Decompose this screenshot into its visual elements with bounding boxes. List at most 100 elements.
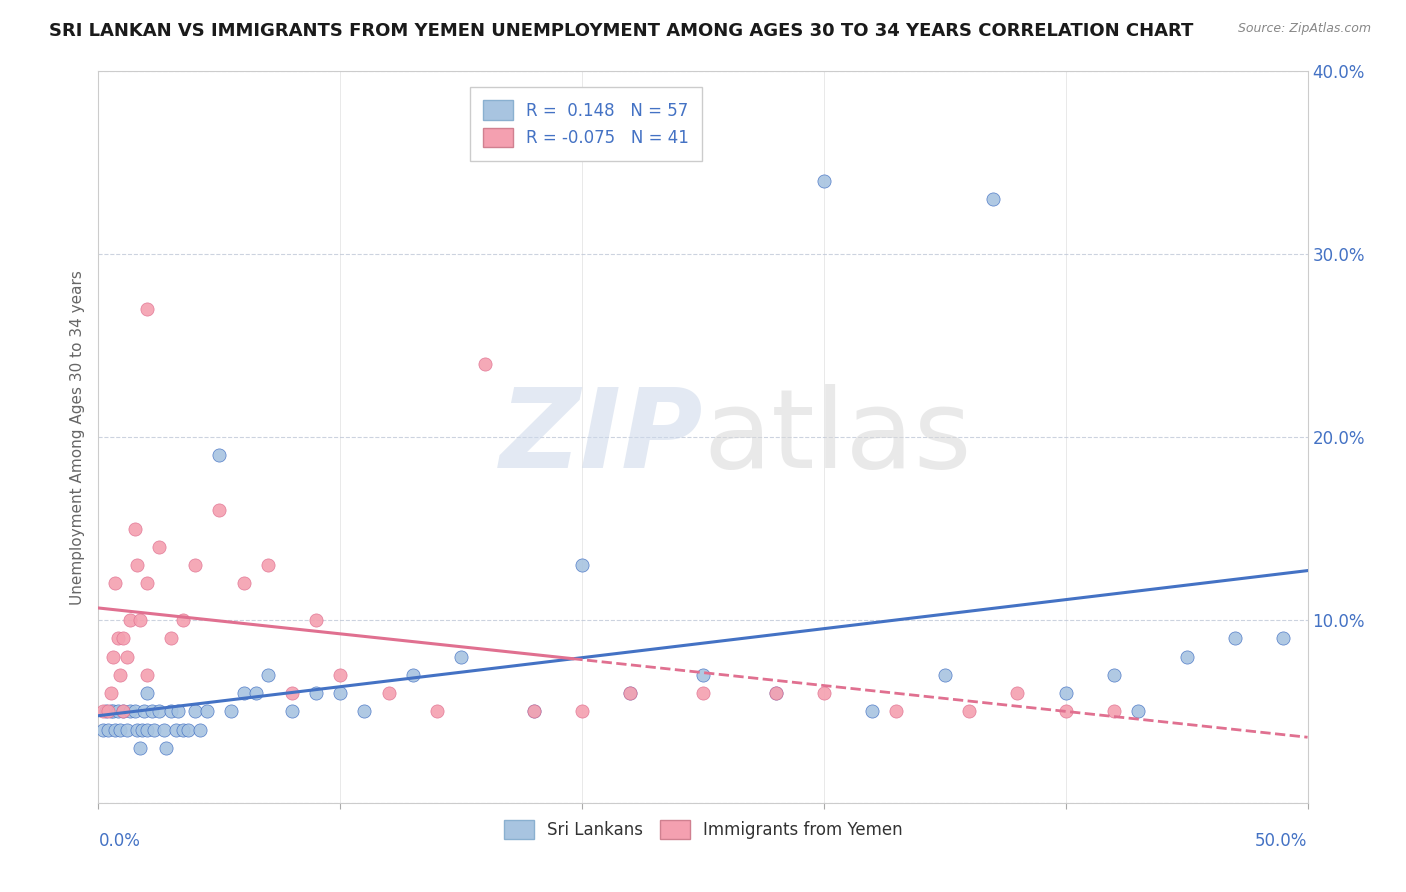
Text: 50.0%: 50.0% <box>1256 832 1308 850</box>
Point <box>100 686 122 700</box>
Point <box>165 723 187 737</box>
Point <box>155 740 177 755</box>
Point <box>111 705 134 719</box>
Point <box>184 558 207 573</box>
Point <box>1102 667 1125 681</box>
Point <box>141 705 163 719</box>
Point <box>135 667 157 681</box>
Point <box>104 576 127 591</box>
Point <box>91 723 114 737</box>
Point <box>571 705 593 719</box>
Point <box>523 705 546 719</box>
Point <box>1102 705 1125 719</box>
Point <box>107 632 129 646</box>
Point <box>97 705 120 719</box>
Point <box>127 723 149 737</box>
Text: atlas: atlas <box>703 384 972 491</box>
Point <box>148 705 170 719</box>
Point <box>124 705 146 719</box>
Point <box>426 705 449 719</box>
Point <box>353 705 375 719</box>
Y-axis label: Unemployment Among Ages 30 to 34 years: Unemployment Among Ages 30 to 34 years <box>69 269 84 605</box>
Point <box>765 686 787 700</box>
Point <box>256 558 278 573</box>
Point <box>860 705 883 719</box>
Point <box>1272 632 1295 646</box>
Point <box>91 705 114 719</box>
Point <box>619 686 641 700</box>
Point <box>184 705 207 719</box>
Point <box>571 558 593 573</box>
Point <box>97 723 120 737</box>
Point <box>131 723 153 737</box>
Point <box>124 521 146 535</box>
Point <box>128 613 150 627</box>
Point <box>117 723 139 737</box>
Point <box>377 686 399 700</box>
Point <box>148 540 170 554</box>
Point <box>232 576 254 591</box>
Point <box>957 705 980 719</box>
Point <box>101 705 124 719</box>
Point <box>813 686 835 700</box>
Point <box>329 667 352 681</box>
Point <box>221 705 243 719</box>
Point <box>256 667 278 681</box>
Point <box>208 503 231 517</box>
Point <box>934 667 956 681</box>
Point <box>329 686 352 700</box>
Point <box>135 686 157 700</box>
Point <box>1007 686 1029 700</box>
Text: 0.0%: 0.0% <box>98 832 141 850</box>
Point <box>813 174 835 188</box>
Point <box>1054 705 1077 719</box>
Point <box>177 723 200 737</box>
Point <box>117 649 139 664</box>
Text: Source: ZipAtlas.com: Source: ZipAtlas.com <box>1237 22 1371 36</box>
Point <box>1175 649 1198 664</box>
Point <box>281 686 304 700</box>
Point <box>474 357 496 371</box>
Point <box>135 576 157 591</box>
Point <box>305 686 328 700</box>
Text: SRI LANKAN VS IMMIGRANTS FROM YEMEN UNEMPLOYMENT AMONG AGES 30 TO 34 YEARS CORRE: SRI LANKAN VS IMMIGRANTS FROM YEMEN UNEM… <box>49 22 1194 40</box>
Point <box>450 649 472 664</box>
Point <box>143 723 166 737</box>
Point <box>135 301 157 317</box>
Point <box>152 723 174 737</box>
Point <box>108 723 131 737</box>
Point <box>981 192 1004 206</box>
Point <box>765 686 787 700</box>
Point <box>692 667 714 681</box>
Point <box>135 723 157 737</box>
Point <box>118 613 141 627</box>
Point <box>523 705 546 719</box>
Point <box>160 632 183 646</box>
Point <box>232 686 254 700</box>
Point <box>281 705 304 719</box>
Point <box>111 705 134 719</box>
Point <box>1054 686 1077 700</box>
Point <box>111 632 134 646</box>
Point <box>134 705 156 719</box>
Point <box>886 705 908 719</box>
Point <box>1223 632 1246 646</box>
Point <box>128 740 150 755</box>
Point <box>692 686 714 700</box>
Point <box>1128 705 1150 719</box>
Point <box>305 613 328 627</box>
Legend: Sri Lankans, Immigrants from Yemen: Sri Lankans, Immigrants from Yemen <box>496 814 910 846</box>
Point <box>245 686 267 700</box>
Point <box>101 649 124 664</box>
Point <box>172 723 194 737</box>
Point <box>118 705 141 719</box>
Text: ZIP: ZIP <box>499 384 703 491</box>
Point <box>172 613 194 627</box>
Point <box>100 705 122 719</box>
Point <box>619 686 641 700</box>
Point <box>127 558 149 573</box>
Point <box>188 723 211 737</box>
Point <box>160 705 183 719</box>
Point <box>208 448 231 462</box>
Point <box>108 667 131 681</box>
